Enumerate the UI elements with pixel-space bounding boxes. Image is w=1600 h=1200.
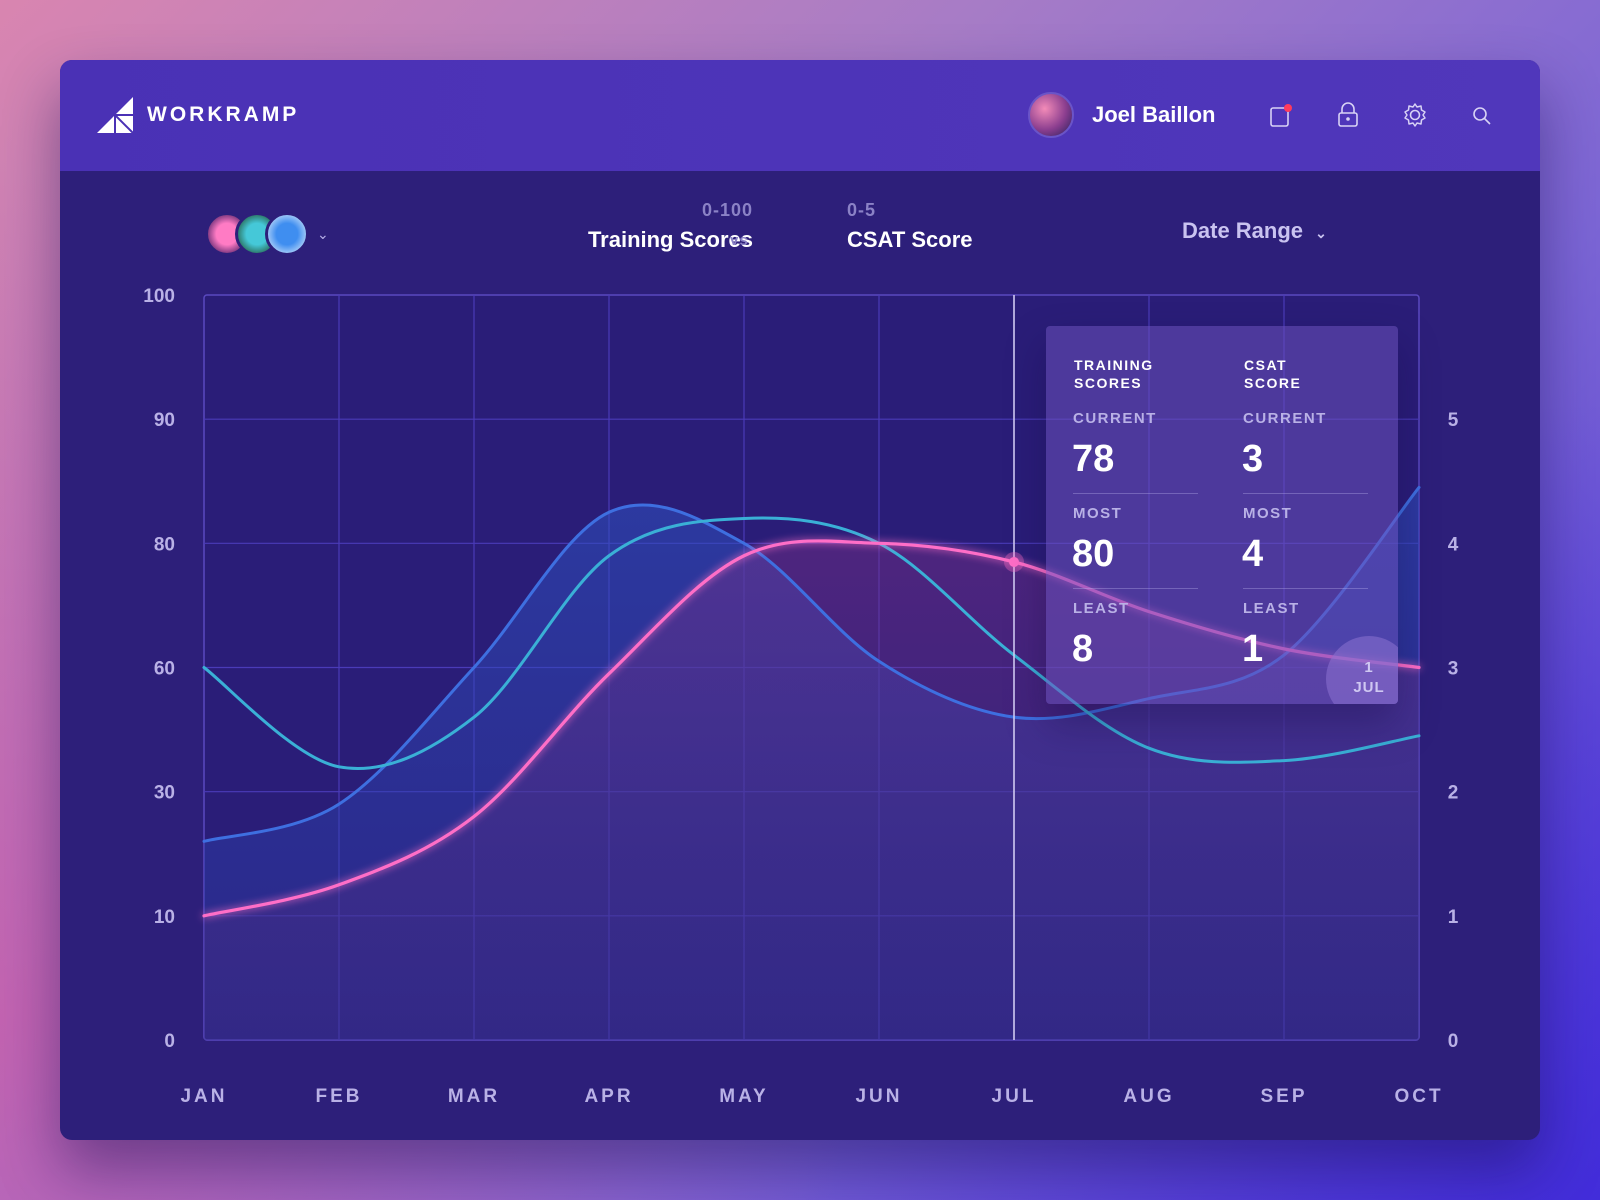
tooltip-training-most-label: MOST xyxy=(1073,505,1123,522)
y-right-tick-label: 4 xyxy=(1448,534,1459,555)
tooltip-date-badge: 1 JUL xyxy=(1326,636,1398,704)
y-left-tick-label: 10 xyxy=(154,907,175,928)
tooltip-training-least: 8 xyxy=(1072,628,1094,670)
tooltip-csat-current: 3 xyxy=(1242,438,1264,480)
tooltip-date-month: JUL xyxy=(1353,679,1385,696)
y-right-tick-label: 0 xyxy=(1448,1031,1459,1052)
date-range-dropdown[interactable]: Date Range ⌄ xyxy=(1182,218,1327,244)
series-a-range: 0-100 xyxy=(701,200,753,220)
divider xyxy=(1243,588,1368,589)
user-name[interactable]: Joel Baillon xyxy=(1092,102,1216,127)
hover-point xyxy=(1009,556,1019,567)
y-right-tick-label: 2 xyxy=(1448,783,1459,804)
tooltip-csat-current-label: CURRENT xyxy=(1243,410,1327,427)
tooltip-csat-most: 4 xyxy=(1242,533,1264,575)
x-tick-label: JUL xyxy=(992,1086,1037,1107)
cyan-series-line xyxy=(202,516,1421,771)
tooltip-training-head-line1: TRAINING xyxy=(1074,357,1154,373)
search-icon[interactable] xyxy=(1470,104,1494,128)
team-avatar[interactable] xyxy=(265,212,309,256)
y-left-tick-label: 90 xyxy=(154,410,175,431)
top-bar: WORKRAMP Joel Baillon xyxy=(60,60,1540,171)
tooltip-training-head: TRAINING SCORES xyxy=(1074,356,1204,392)
tooltip-csat-head-line1: CSAT xyxy=(1244,357,1288,373)
x-tick-label: JUN xyxy=(855,1086,902,1107)
x-tick-label: MAR xyxy=(448,1086,500,1107)
tooltip-training-least-label: LEAST xyxy=(1073,600,1130,617)
y-right-tick-label: 3 xyxy=(1448,659,1459,680)
divider xyxy=(1073,493,1198,494)
data-tooltip: TRAINING SCORES CSAT SCORE CURRENT 78 MO… xyxy=(1046,326,1398,704)
x-tick-label: AUG xyxy=(1123,1086,1174,1107)
x-tick-label: SEP xyxy=(1260,1086,1307,1107)
team-selector[interactable]: ⌄ xyxy=(205,212,329,256)
user-avatar[interactable] xyxy=(1028,92,1074,138)
divider xyxy=(1073,588,1198,589)
divider xyxy=(1243,493,1368,494)
series-a-name: Training Scores xyxy=(587,227,753,252)
tooltip-training-most: 80 xyxy=(1072,533,1115,575)
tooltip-csat-most-label: MOST xyxy=(1243,505,1293,522)
x-tick-label: JAN xyxy=(180,1086,227,1107)
brand-name: WORKRAMP xyxy=(147,103,300,126)
user-menu[interactable]: Joel Baillon xyxy=(1028,92,1215,138)
y-left-tick-label: 0 xyxy=(164,1031,175,1052)
series-b-name: CSAT Score xyxy=(847,227,973,252)
y-left-tick-label: 100 xyxy=(143,286,175,307)
lock-icon[interactable] xyxy=(1335,101,1361,129)
tooltip-training-head-line2: SCORES xyxy=(1074,375,1143,391)
tooltip-training-current-label: CURRENT xyxy=(1073,410,1157,427)
chevron-down-icon[interactable]: ⌄ xyxy=(1315,225,1327,241)
series-b-title: 0-5 CSAT Score xyxy=(847,200,1047,253)
y-left-tick-label: 60 xyxy=(154,659,175,680)
tablet-notification-icon[interactable] xyxy=(1268,103,1294,129)
x-tick-label: APR xyxy=(584,1086,633,1107)
tooltip-csat-head-line2: SCORE xyxy=(1244,375,1302,391)
tooltip-training-current: 78 xyxy=(1072,438,1115,480)
tooltip-csat-column: CSAT SCORE xyxy=(1244,356,1374,392)
date-range-label[interactable]: Date Range xyxy=(1182,218,1304,243)
tooltip-csat-least-label: LEAST xyxy=(1243,600,1300,617)
y-left-tick-label: 30 xyxy=(154,783,175,804)
x-tick-label: OCT xyxy=(1394,1086,1443,1107)
x-tick-label: FEB xyxy=(316,1086,363,1107)
series-a-title: 0-100 Training Scores xyxy=(560,200,753,253)
vs-label: vs xyxy=(730,232,749,249)
y-right-tick-label: 5 xyxy=(1448,410,1459,431)
x-tick-label: MAY xyxy=(719,1086,768,1107)
y-right-tick-label: 1 xyxy=(1448,907,1459,928)
tooltip-csat-least: 1 xyxy=(1242,628,1264,670)
tooltip-csat-head: CSAT SCORE xyxy=(1244,356,1374,392)
gear-icon[interactable] xyxy=(1401,101,1429,129)
tooltip-training-column: TRAINING SCORES xyxy=(1074,356,1204,392)
brand-logo[interactable]: WORKRAMP xyxy=(97,97,299,133)
y-left-tick-label: 80 xyxy=(154,534,175,555)
series-b-range: 0-5 xyxy=(847,200,877,220)
logo-mark-icon xyxy=(97,97,134,133)
chevron-down-icon[interactable]: ⌄ xyxy=(317,225,329,242)
tooltip-date-day: 1 xyxy=(1364,659,1374,676)
